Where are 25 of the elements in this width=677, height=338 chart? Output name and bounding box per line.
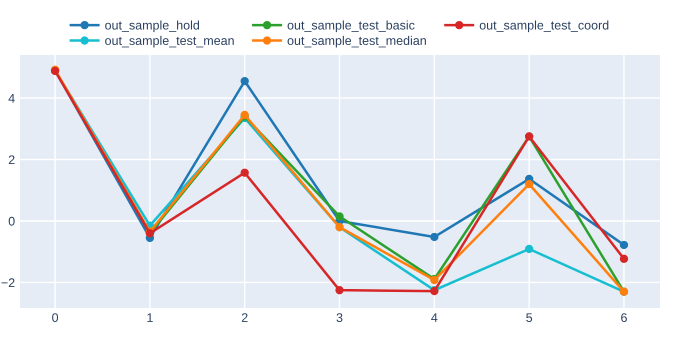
x-tick-label: 2 bbox=[242, 313, 248, 322]
x-tick-label: 0 bbox=[52, 313, 58, 322]
x-tick-label: 3 bbox=[336, 313, 342, 322]
point bbox=[524, 180, 534, 188]
x-tick-label: 6 bbox=[621, 313, 627, 322]
x-tick-label: 4 bbox=[431, 313, 438, 322]
legend-label: out_sample_hold bbox=[105, 20, 200, 32]
legend-label: out_sample_test_mean bbox=[105, 36, 234, 48]
point bbox=[240, 168, 249, 177]
y-tick-label: 0 bbox=[8, 216, 15, 226]
x-tick-label: 1 bbox=[147, 313, 153, 322]
y-tick-label: 4 bbox=[8, 94, 15, 103]
legend-label: out_sample_test_coord bbox=[480, 20, 608, 32]
point bbox=[335, 212, 344, 221]
point bbox=[335, 286, 344, 294]
point bbox=[620, 240, 628, 250]
legend-label: out_sample_test_basic bbox=[288, 20, 415, 32]
point bbox=[240, 76, 249, 86]
y-tick-label: −2 bbox=[2, 278, 15, 288]
y-tick-label: 2 bbox=[8, 155, 15, 164]
x-tick-label: 5 bbox=[526, 313, 532, 322]
point bbox=[430, 232, 439, 242]
point bbox=[524, 244, 534, 254]
point bbox=[620, 254, 628, 263]
legend-label: out_sample_test_median bbox=[288, 36, 426, 48]
